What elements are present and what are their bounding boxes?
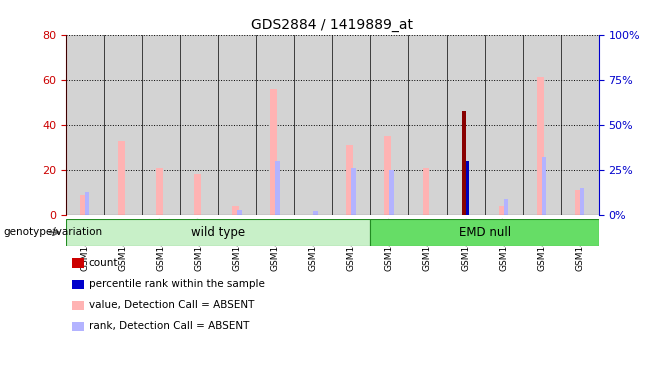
Bar xyxy=(499,206,505,215)
Bar xyxy=(542,157,546,215)
Bar xyxy=(332,35,370,215)
Text: value, Detection Call = ABSENT: value, Detection Call = ABSENT xyxy=(89,300,254,310)
Bar xyxy=(218,35,256,215)
Bar xyxy=(142,35,180,215)
Bar xyxy=(467,161,469,215)
Bar xyxy=(462,111,466,215)
Text: genotype/variation: genotype/variation xyxy=(3,227,103,237)
Bar xyxy=(346,145,353,215)
Bar xyxy=(118,141,125,215)
Bar xyxy=(351,168,356,215)
Bar xyxy=(537,78,544,215)
Bar xyxy=(180,35,218,215)
Bar xyxy=(370,35,409,215)
Bar xyxy=(66,219,370,246)
Bar xyxy=(409,35,447,215)
Text: wild type: wild type xyxy=(191,226,245,239)
Bar xyxy=(522,35,561,215)
Bar xyxy=(232,206,239,215)
Bar xyxy=(294,35,332,215)
Bar xyxy=(422,168,430,215)
Bar xyxy=(85,192,89,215)
Bar xyxy=(484,35,522,215)
Bar xyxy=(256,35,294,215)
Bar xyxy=(237,210,241,215)
Title: GDS2884 / 1419889_at: GDS2884 / 1419889_at xyxy=(251,18,413,32)
Bar xyxy=(156,168,163,215)
Bar xyxy=(370,219,599,246)
Text: EMD null: EMD null xyxy=(459,226,511,239)
Bar xyxy=(390,170,394,215)
Text: rank, Detection Call = ABSENT: rank, Detection Call = ABSENT xyxy=(89,321,249,331)
Bar xyxy=(384,136,392,215)
Bar xyxy=(80,195,87,215)
Bar xyxy=(270,89,277,215)
Bar xyxy=(66,35,104,215)
Bar xyxy=(503,199,508,215)
Bar xyxy=(275,161,280,215)
Bar xyxy=(447,35,484,215)
Bar xyxy=(575,190,582,215)
Text: percentile rank within the sample: percentile rank within the sample xyxy=(89,279,265,289)
Bar xyxy=(561,35,599,215)
Bar xyxy=(580,188,584,215)
Text: count: count xyxy=(89,258,118,268)
Bar xyxy=(313,212,318,215)
Bar xyxy=(104,35,142,215)
Bar xyxy=(194,174,201,215)
